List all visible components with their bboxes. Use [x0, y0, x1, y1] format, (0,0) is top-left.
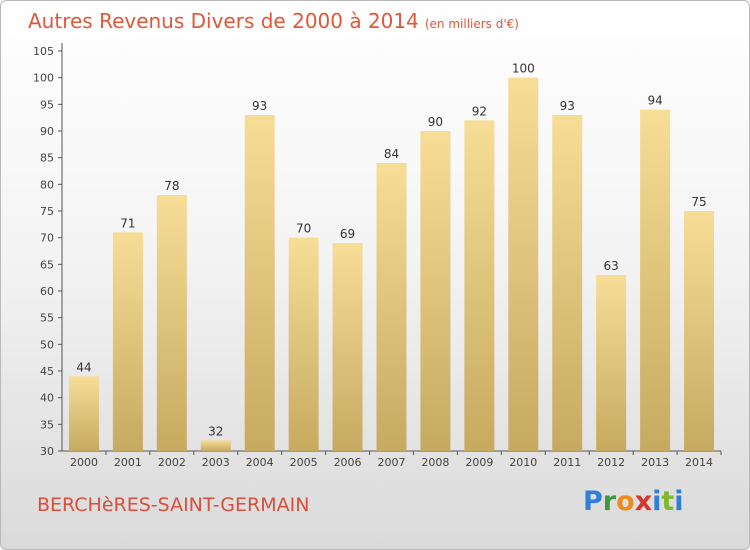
y-tick-label: 35 [40, 418, 54, 431]
y-tick-label: 55 [40, 312, 54, 325]
x-tick-label-2009: 2009 [465, 456, 493, 469]
x-tick-label-2005: 2005 [290, 456, 318, 469]
data-label-2005: 70 [296, 222, 311, 236]
data-label-2007: 84 [384, 147, 399, 161]
location-name: BERCHèRES-SAINT-GERMAIN [37, 494, 310, 516]
bar-2006 [332, 243, 363, 451]
x-tick-label-2010: 2010 [509, 456, 537, 469]
y-tick-label: 45 [40, 365, 54, 378]
data-label-2002: 78 [164, 179, 179, 193]
data-label-2000: 44 [76, 360, 91, 374]
chart-bars: 44 71 78 32 93 70 69 84 90 92 100 93 63 94 75 [68, 62, 715, 452]
x-tick-label-2011: 2011 [553, 456, 581, 469]
x-tick-label-2007: 2007 [378, 456, 406, 469]
y-tick-label: 70 [40, 232, 54, 245]
bar-2013 [640, 109, 671, 452]
x-tick-label-2002: 2002 [158, 456, 186, 469]
y-tick-label: 65 [40, 258, 54, 271]
bar-2008 [420, 131, 451, 451]
bar-2002 [156, 195, 187, 451]
y-tick-label: 30 [40, 445, 54, 458]
bar-chart: 30 35 40 45 50 55 60 65 70 75 80 85 90 95 100 105 2000 20… [33, 43, 722, 469]
y-tick-label: 105 [33, 45, 54, 58]
x-tick-label-2006: 2006 [334, 456, 362, 469]
data-label-2001: 71 [120, 216, 135, 230]
bar-2000 [68, 376, 99, 451]
chart-subtitle: (en milliers d'€) [424, 17, 519, 31]
bar-2010 [508, 77, 539, 452]
proxiti-logo: Proxiti [583, 486, 684, 517]
bar-2003 [200, 440, 231, 451]
bar-2011 [552, 115, 583, 451]
chart-axes: 30 35 40 45 50 55 60 65 70 75 80 85 90 95 100 105 2000 20… [33, 43, 722, 469]
y-tick-label: 90 [40, 125, 54, 138]
x-tick-label-2003: 2003 [202, 456, 230, 469]
data-label-2009: 92 [472, 104, 487, 118]
y-tick-label: 95 [40, 98, 54, 111]
y-tick-label: 50 [40, 338, 54, 351]
x-tick-label-2000: 2000 [70, 456, 98, 469]
y-tick-label: 60 [40, 285, 54, 298]
data-label-2012: 63 [604, 259, 619, 273]
x-tick-label-2013: 2013 [641, 456, 669, 469]
bar-2005 [288, 237, 319, 451]
bar-2007 [376, 163, 407, 451]
y-tick-label: 100 [33, 72, 54, 85]
data-label-2003: 32 [208, 424, 223, 438]
data-label-2004: 93 [252, 99, 267, 113]
bar-2001 [112, 232, 143, 451]
x-tick-label-2014: 2014 [685, 456, 713, 469]
y-tick-label: 40 [40, 392, 54, 405]
data-label-2014: 75 [691, 195, 706, 209]
bar-2004 [244, 115, 275, 451]
bar-2012 [596, 275, 627, 451]
bar-2009 [464, 120, 495, 451]
chart-title: Autres Revenus Divers de 2000 à 2014 [28, 9, 419, 33]
data-label-2011: 93 [560, 99, 575, 113]
x-tick-label-2001: 2001 [114, 456, 142, 469]
data-label-2008: 90 [428, 115, 443, 129]
chart-title-block: Autres Revenus Divers de 2000 à 2014 (en … [28, 9, 519, 33]
y-tick-label: 75 [40, 205, 54, 218]
x-tick-label-2008: 2008 [421, 456, 449, 469]
bar-2014 [684, 211, 715, 451]
y-tick-label: 85 [40, 152, 54, 165]
data-label-2006: 69 [340, 227, 355, 241]
y-tick-label: 80 [40, 178, 54, 191]
x-tick-label-2004: 2004 [246, 456, 274, 469]
data-label-2010: 100 [512, 62, 535, 76]
x-tick-label-2012: 2012 [597, 456, 625, 469]
data-label-2013: 94 [647, 94, 662, 108]
